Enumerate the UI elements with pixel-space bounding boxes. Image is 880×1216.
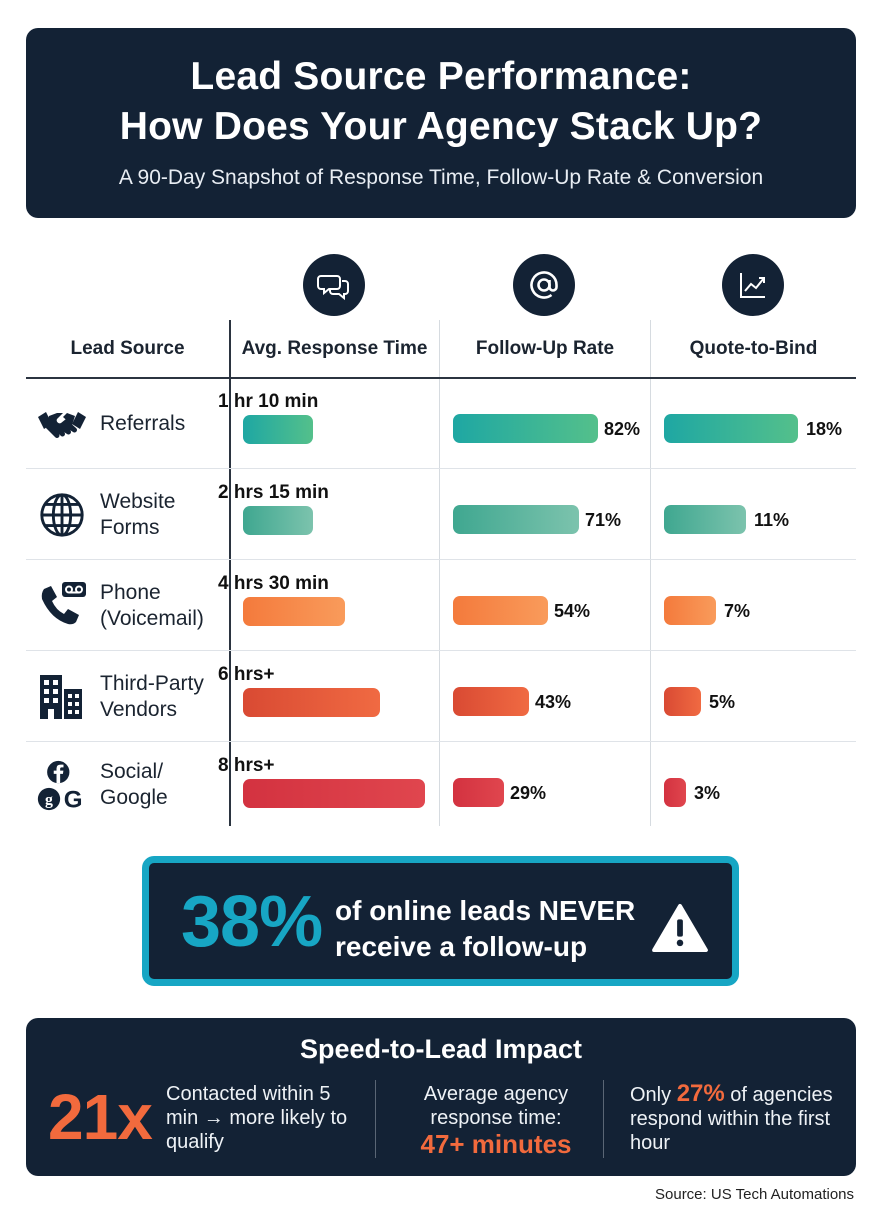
lead-source-label: Website Forms: [100, 490, 176, 539]
column-header-quote-to-bind: Quote-to-Bind: [689, 338, 818, 359]
response-time-bar: [243, 779, 425, 808]
response-time-label: 1 hr 10 min: [218, 391, 319, 412]
impact-divider: [375, 1080, 376, 1158]
chat-bubbles-icon: [303, 254, 365, 316]
impact-stat-3-prefix: Only: [630, 1084, 672, 1106]
impact-panel: Speed-to-Lead Impact 21x Contacted withi…: [26, 1018, 856, 1176]
follow-up-bar: [453, 414, 598, 443]
column-divider: [229, 320, 231, 826]
quote-to-bind-bar: [664, 778, 686, 807]
row-divider: [26, 468, 856, 469]
impact-stat-2-text: Average agency response time:: [423, 1083, 569, 1129]
response-time-label: 2 hrs 15 min: [218, 482, 329, 503]
quote-to-bind-bar: [664, 687, 701, 716]
table-row: Third-Party Vendors: [26, 652, 856, 742]
impact-stat-2: Average agency response time: 47+ minute…: [396, 1082, 596, 1159]
table-row: Website Forms: [26, 470, 856, 560]
table-row: Referrals: [26, 379, 856, 469]
quote-to-bind-value: 5%: [709, 692, 736, 712]
phone-voicemail-icon: [36, 579, 88, 631]
callout-line-2: receive a follow-up: [335, 931, 588, 962]
lead-source-label: Social/ Google: [100, 760, 168, 809]
row-divider: [26, 650, 856, 651]
response-time-label: 8 hrs+: [218, 755, 275, 776]
response-time-label: 6 hrs+: [218, 664, 275, 685]
lead-source-label: Phone (Voicemail): [100, 581, 204, 630]
row-divider: [26, 559, 856, 560]
impact-stat-3-suffix: of agencies respond within the first hou…: [630, 1084, 833, 1154]
follow-up-value: 29%: [510, 783, 547, 803]
follow-up-bar: [453, 778, 504, 807]
lead-source-label: Referrals: [100, 412, 186, 435]
follow-up-value: 71%: [585, 510, 622, 530]
response-time-bar: [243, 688, 380, 717]
response-time-bar: [243, 415, 313, 444]
impact-big-stat: 21x: [48, 1081, 153, 1153]
svg-text:G: G: [64, 786, 83, 813]
quote-to-bind-value: 11%: [754, 510, 790, 530]
page-subtitle: A 90-Day Snapshot of Response Time, Foll…: [118, 166, 764, 189]
lead-source-label: Third-Party Vendors: [100, 672, 204, 721]
follow-up-bar: [453, 505, 579, 534]
column-header-follow-up-rate: Follow-Up Rate: [475, 338, 615, 359]
table-row: Phone (Voicemail): [26, 561, 856, 651]
column-divider: [439, 320, 440, 826]
header-banner: Lead Source Performance: How Does Your A…: [26, 28, 856, 218]
column-header-lead-source: Lead Source: [70, 338, 185, 359]
callout-percent: 38%: [181, 882, 323, 962]
title-line-2: How Does Your Agency Stack Up?: [119, 105, 763, 148]
quote-to-bind-bar: [664, 596, 716, 625]
impact-divider: [603, 1080, 604, 1158]
header-divider: [26, 377, 856, 379]
facebook-google-icon: g G: [36, 757, 88, 815]
follow-up-value: 43%: [535, 692, 572, 712]
response-time-bar: [243, 506, 313, 535]
quote-to-bind-value: 7%: [724, 601, 751, 621]
trend-chart-icon: [722, 254, 784, 316]
at-sign-icon: [513, 254, 575, 316]
table-row: g G Social/ Google: [26, 743, 856, 833]
follow-up-value: 54%: [554, 601, 591, 621]
column-header-response-time: Avg. Response Time: [241, 338, 428, 359]
warning-icon: [651, 903, 709, 958]
row-divider: [26, 741, 856, 742]
quote-to-bind-value: 18%: [806, 419, 843, 439]
impact-stat-2-highlight: 47+ minutes: [420, 1129, 572, 1159]
buildings-icon: [36, 671, 88, 723]
source-credit: Source: US Tech Automations: [655, 1186, 854, 1203]
column-divider: [650, 320, 651, 826]
quote-to-bind-value: 3%: [694, 783, 721, 803]
response-time-label: 4 hrs 30 min: [218, 573, 329, 594]
handshake-icon: [36, 397, 88, 449]
follow-up-value: 82%: [604, 419, 641, 439]
impact-stat-1: Contacted within 5 min → more likely to …: [166, 1083, 348, 1153]
title-line-1: Lead Source Performance:: [190, 55, 692, 98]
response-time-bar: [243, 597, 345, 626]
follow-up-bar: [453, 687, 529, 716]
impact-stat-3: Only 27% of agencies respond within the …: [630, 1082, 840, 1155]
callout-line-1: of online leads NEVER: [335, 895, 636, 926]
follow-up-bar: [453, 596, 548, 625]
callout-text: of online leads NEVER receive a follow-u…: [335, 893, 655, 965]
quote-to-bind-bar: [664, 505, 746, 534]
quote-to-bind-bar: [664, 414, 798, 443]
impact-title: Speed-to-Lead Impact: [299, 1034, 583, 1064]
svg-text:g: g: [45, 792, 53, 809]
page-title: Lead Source Performance: How Does Your A…: [26, 28, 856, 152]
impact-stat-3-highlight: 27%: [676, 1080, 725, 1107]
callout-box: 38% of online leads NEVER receive a foll…: [142, 856, 739, 986]
globe-icon: [36, 489, 88, 541]
